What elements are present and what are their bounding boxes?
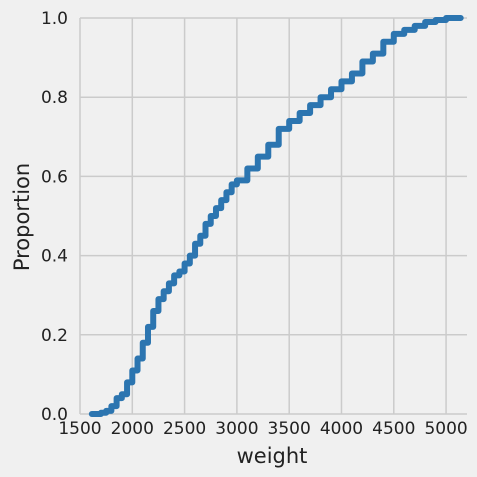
series-layer (88, 15, 464, 417)
y-tick-label: 1.0 (41, 9, 68, 29)
x-tick-label: 2000 (111, 419, 154, 439)
x-tick-label: 5000 (424, 419, 467, 439)
y-tick-label: 0.2 (41, 326, 68, 346)
y-tick-label: 0.8 (41, 88, 68, 108)
y-axis-ticks: 0.0 0.2 0.4 0.6 0.8 1.0 (41, 9, 68, 425)
x-axis-ticks: 1500 2000 2500 3000 3500 4000 4500 5000 (58, 419, 467, 439)
y-axis-label: Proportion (10, 163, 34, 271)
x-axis-label: weight (237, 444, 308, 468)
x-tick-label: 3000 (215, 419, 258, 439)
x-tick-label: 3500 (268, 419, 311, 439)
x-tick-label: 1500 (58, 419, 101, 439)
grid (79, 17, 467, 415)
ecdf-line (88, 15, 464, 417)
y-tick-label: 0.0 (41, 405, 68, 425)
y-tick-label: 0.4 (41, 247, 68, 267)
x-tick-label: 4500 (372, 419, 415, 439)
x-tick-label: 4000 (320, 419, 363, 439)
x-tick-label: 2500 (163, 419, 206, 439)
y-tick-label: 0.6 (41, 167, 68, 187)
